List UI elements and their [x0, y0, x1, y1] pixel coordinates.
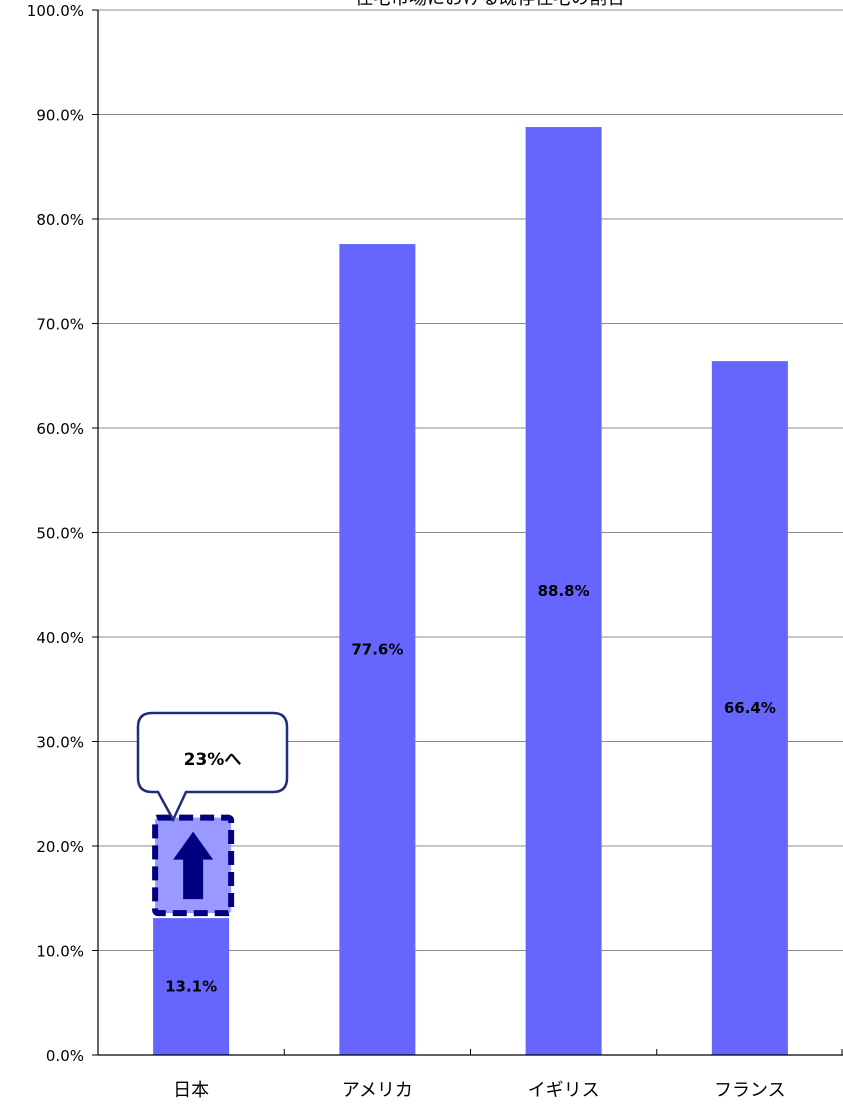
y-tick-label: 80.0% — [36, 211, 84, 229]
bar — [339, 244, 416, 1055]
bars — [153, 127, 788, 1056]
y-tick-label: 40.0% — [36, 629, 84, 647]
y-tick-label: 60.0% — [36, 420, 84, 438]
labels: 0.0% 10.0% 20.0% 30.0% 40.0% 50.0% 60.0% 70.0% 8… — [27, 2, 786, 1101]
y-tick-label: 70.0% — [36, 316, 84, 334]
y-tick-label: 10.0% — [36, 943, 84, 961]
x-tick-label: フランス — [714, 1080, 786, 1101]
bar-value-label: 66.4% — [724, 699, 776, 717]
up-arrow-icon — [173, 831, 214, 900]
x-tick-label: 日本 — [173, 1080, 209, 1101]
callout-text: 23%へ — [184, 750, 242, 770]
axes — [92, 9, 843, 1056]
bar — [525, 127, 602, 1056]
y-tick-label: 20.0% — [36, 838, 84, 856]
y-tick-label: 50.0% — [36, 525, 84, 543]
bar-value-label: 13.1% — [165, 978, 217, 996]
y-tick-label: 0.0% — [46, 1047, 84, 1065]
bar — [711, 361, 788, 1055]
y-tick-label: 30.0% — [36, 734, 84, 752]
bar — [153, 918, 230, 1055]
bar-value-label: 88.8% — [538, 582, 590, 600]
callout-bubble — [136, 711, 289, 823]
x-tick-label: イギリス — [528, 1080, 600, 1101]
annotation-callout: 23%へ — [136, 711, 289, 917]
chart-title: 住宅市場における既存住宅の割合 — [355, 0, 625, 9]
y-tick-label: 100.0% — [27, 2, 84, 20]
bar-value-label: 77.6% — [351, 641, 403, 659]
y-tick-label: 90.0% — [36, 107, 84, 125]
x-tick-label: アメリカ — [342, 1080, 413, 1101]
